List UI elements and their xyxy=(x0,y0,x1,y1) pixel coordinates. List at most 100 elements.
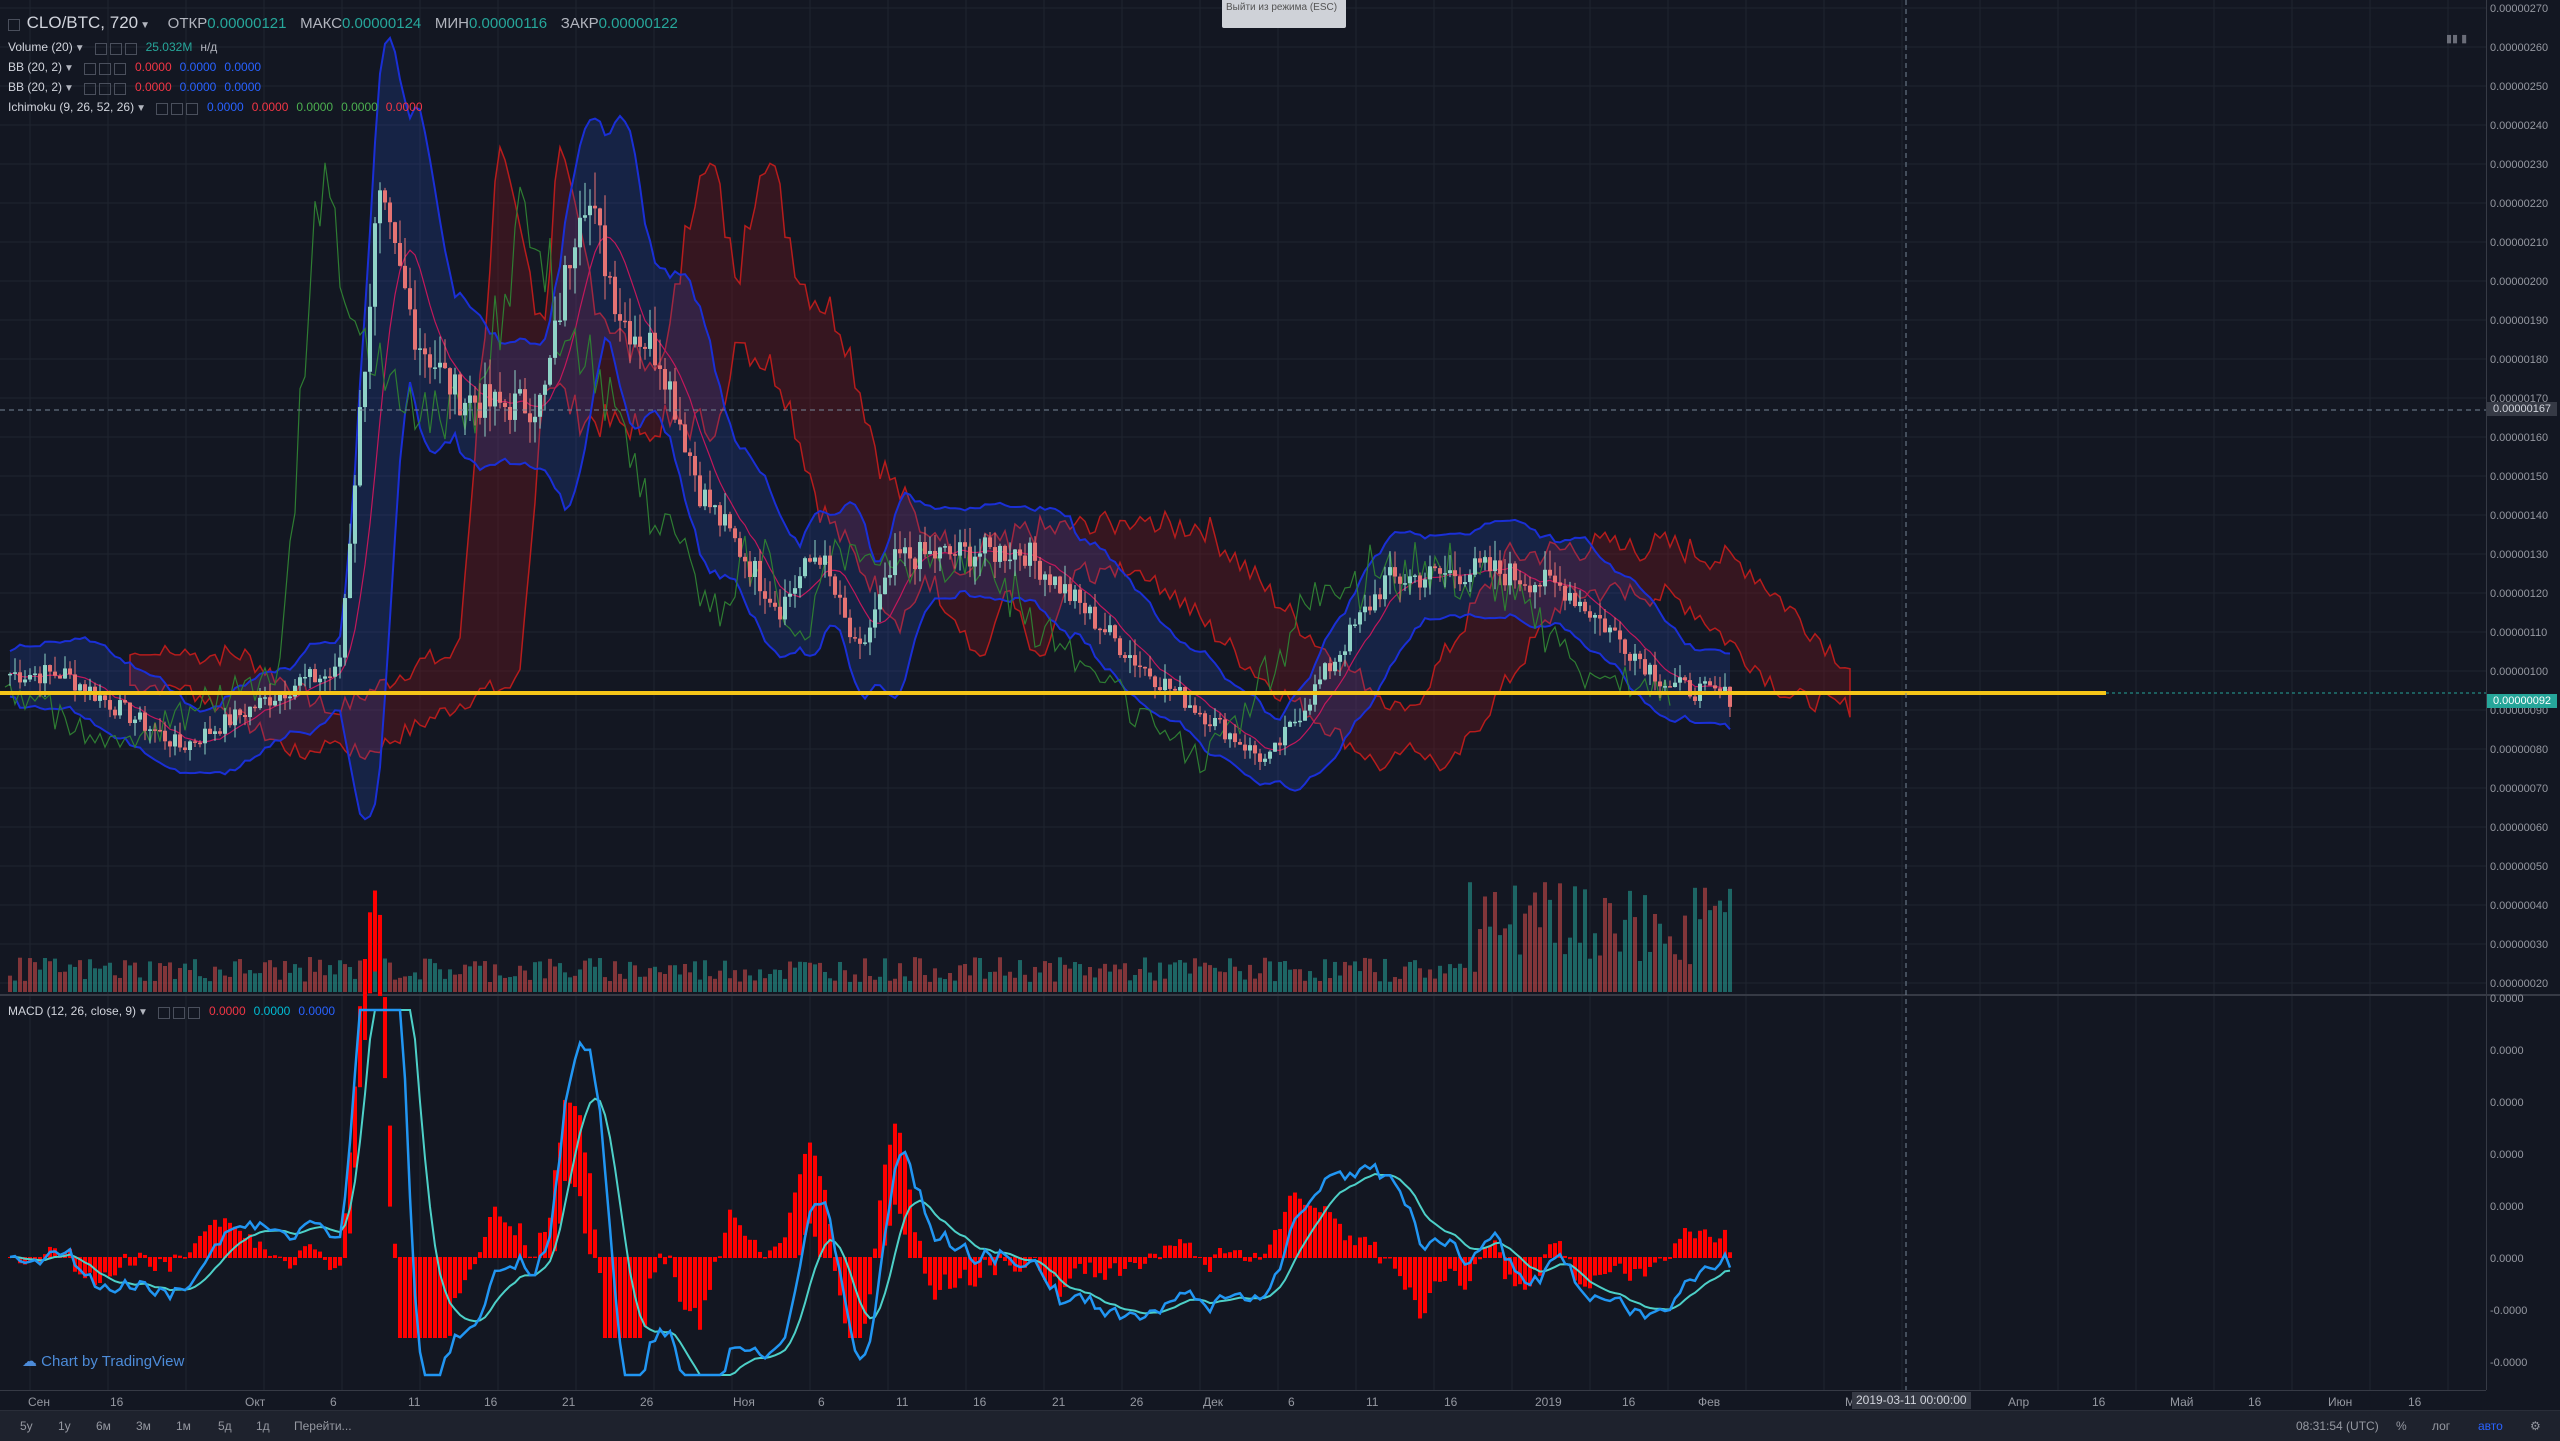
volume-bar xyxy=(143,980,147,992)
macd-histogram-bar xyxy=(1678,1238,1682,1258)
candle-body xyxy=(1148,668,1152,677)
range-button[interactable]: 6м xyxy=(96,1419,111,1433)
eye-icon[interactable] xyxy=(83,82,96,95)
candle-body xyxy=(1018,549,1022,556)
volume-bar xyxy=(498,975,502,992)
tradingview-watermark[interactable]: ☁ Chart by TradingView xyxy=(22,1352,184,1370)
candle-body xyxy=(158,729,162,732)
macd-histogram-bar xyxy=(1398,1257,1402,1277)
chevron-down-icon[interactable]: ▼ xyxy=(138,1007,148,1018)
volume-bar xyxy=(423,958,427,992)
volume-bar xyxy=(1053,981,1057,992)
settings-icon[interactable] xyxy=(98,82,111,95)
gear-icon[interactable]: ⚙ xyxy=(2530,1419,2541,1433)
macd-histogram-bar xyxy=(1413,1257,1417,1301)
price-label: 0.00000040 xyxy=(2490,900,2549,912)
close-icon[interactable] xyxy=(113,82,126,95)
log-toggle[interactable]: лог xyxy=(2432,1419,2451,1433)
range-button[interactable]: 1м xyxy=(176,1419,191,1433)
macd-histogram-bar xyxy=(968,1257,972,1286)
chevron-down-icon[interactable]: ▼ xyxy=(64,63,74,74)
time-label: 16 xyxy=(2248,1395,2262,1409)
ohlc-low-value: 0.00000116 xyxy=(469,15,548,32)
chevron-down-icon[interactable]: ▼ xyxy=(64,83,74,94)
candle-body xyxy=(1088,606,1092,614)
candle-body xyxy=(1408,576,1412,584)
volume-bar xyxy=(1278,961,1282,992)
indicator-name[interactable]: BB (20, 2) xyxy=(8,80,63,94)
close-icon[interactable] xyxy=(185,102,198,115)
candle-body xyxy=(1028,542,1032,566)
price-label: 0.00000260 xyxy=(2490,42,2549,54)
range-button[interactable]: 3м xyxy=(136,1419,151,1433)
volume-bar xyxy=(273,967,277,992)
volume-bar xyxy=(1008,971,1012,992)
settings-icon[interactable] xyxy=(172,1006,185,1019)
close-icon[interactable] xyxy=(113,62,126,75)
volume-bar xyxy=(493,964,497,992)
candle-body xyxy=(813,557,817,562)
candle-body xyxy=(738,538,742,557)
utc-clock[interactable]: 08:31:54 (UTC) xyxy=(2296,1419,2379,1433)
auto-toggle[interactable]: авто xyxy=(2478,1419,2503,1433)
indicator-name[interactable]: BB (20, 2) xyxy=(8,60,63,74)
eye-icon[interactable] xyxy=(83,62,96,75)
volume-bar xyxy=(1678,959,1682,992)
macd-histogram-bar xyxy=(588,1173,592,1255)
range-button[interactable]: Перейти... xyxy=(294,1419,352,1433)
time-axis[interactable] xyxy=(0,1390,2486,1411)
candle-body xyxy=(1568,592,1572,601)
price-axis[interactable] xyxy=(2486,0,2560,1390)
collapse-icon[interactable] xyxy=(8,18,20,31)
symbol-name[interactable]: CLO/BTC, 720 xyxy=(26,13,139,32)
candle-body xyxy=(683,424,687,453)
settings-icon[interactable] xyxy=(98,62,111,75)
volume-bar xyxy=(1598,955,1602,992)
eye-icon[interactable] xyxy=(157,1006,170,1019)
macd-histogram-bar xyxy=(978,1257,982,1278)
settings-icon[interactable] xyxy=(109,42,122,55)
chart-canvas[interactable] xyxy=(0,0,2560,1410)
macd-histogram-bar xyxy=(878,1200,882,1258)
time-label: 11 xyxy=(896,1395,909,1409)
volume-bar xyxy=(1488,926,1492,992)
chevron-down-icon[interactable]: ▼ xyxy=(74,43,85,54)
macd-histogram-bar xyxy=(1178,1239,1182,1258)
exit-fullscreen-button[interactable]: Выйти из режима (ESC) xyxy=(1222,0,1346,28)
candle-body xyxy=(1663,686,1667,688)
volume-bar xyxy=(888,980,892,992)
candle-body xyxy=(438,362,442,368)
macd-name[interactable]: MACD (12, 26, close, 9) xyxy=(8,1004,137,1018)
indicator-name[interactable]: Volume (20) xyxy=(8,40,73,54)
volume-bar xyxy=(903,976,907,992)
candle-body xyxy=(748,561,752,577)
volume-bar xyxy=(758,969,762,992)
chevron-down-icon[interactable]: ▼ xyxy=(140,20,151,31)
eye-icon[interactable] xyxy=(155,102,168,115)
volume-bar xyxy=(83,978,87,992)
close-icon[interactable] xyxy=(187,1006,200,1019)
volume-bar xyxy=(1553,942,1557,992)
indicator-legend: BB (20, 2) ▼ 0.0000 0.0000 0.0000 xyxy=(8,78,269,98)
volume-bar xyxy=(1688,964,1692,992)
close-icon[interactable] xyxy=(124,42,137,55)
range-button[interactable]: 1д xyxy=(256,1419,270,1433)
range-button[interactable]: 5у xyxy=(20,1419,33,1433)
eye-icon[interactable] xyxy=(94,42,107,55)
candle-body xyxy=(893,549,897,576)
macd-histogram-bar xyxy=(608,1257,612,1338)
volume-bar xyxy=(1223,972,1227,992)
macd-histogram-bar xyxy=(518,1223,522,1258)
range-button[interactable]: 1у xyxy=(58,1419,71,1433)
window-icons[interactable]: ▮▮ ▮ xyxy=(2446,33,2468,45)
macd-histogram-bar xyxy=(943,1257,947,1275)
range-button[interactable]: 5д xyxy=(218,1419,232,1433)
candle-body xyxy=(338,657,342,667)
percent-toggle[interactable]: % xyxy=(2396,1419,2407,1433)
indicator-name[interactable]: Ichimoku (9, 26, 52, 26) xyxy=(8,100,135,114)
volume-bar xyxy=(1333,961,1337,992)
settings-icon[interactable] xyxy=(170,102,183,115)
candle-body xyxy=(733,528,737,539)
candle-body xyxy=(938,547,942,559)
chevron-down-icon[interactable]: ▼ xyxy=(136,103,146,114)
